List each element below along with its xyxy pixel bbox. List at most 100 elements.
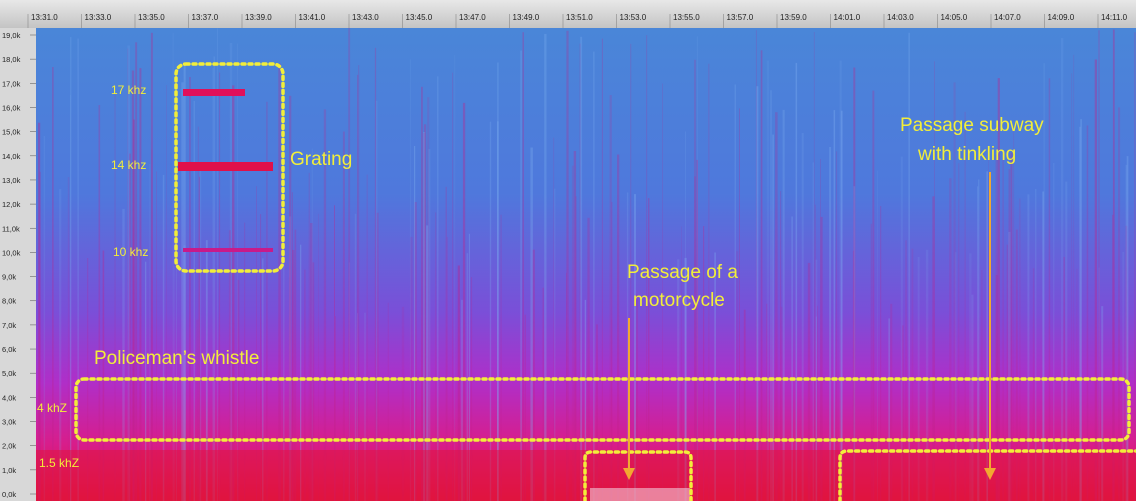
streak — [1098, 30, 1100, 501]
streak — [593, 52, 595, 501]
streak — [1071, 73, 1072, 501]
annotation: 17 khz — [111, 83, 146, 97]
band-17k — [183, 89, 245, 96]
freq-label: 17,0k — [2, 79, 21, 88]
time-label: 13:37.0 — [192, 13, 219, 22]
time-label: 13:45.0 — [406, 13, 433, 22]
freq-label: 7,0k — [2, 321, 16, 330]
time-label: 13:43.0 — [352, 13, 379, 22]
streak — [1134, 32, 1135, 501]
freq-label: 18,0k — [2, 55, 21, 64]
time-label: 13:53.0 — [620, 13, 647, 22]
streak — [1049, 78, 1051, 501]
streak — [139, 68, 141, 501]
freq-label: 19,0k — [2, 31, 21, 40]
annotation: with tinkling — [917, 144, 1016, 165]
streak — [820, 159, 821, 501]
time-label: 13:49.0 — [513, 13, 540, 22]
freq-label: 15,0k — [2, 128, 21, 137]
streak — [523, 32, 524, 501]
time-label: 13:41.0 — [299, 13, 326, 22]
streak — [1079, 127, 1081, 501]
streak — [184, 64, 186, 501]
freq-label: 16,0k — [2, 103, 21, 112]
motorcycle-noise — [590, 488, 690, 501]
streak — [520, 51, 522, 501]
time-label: 13:31.0 — [31, 13, 58, 22]
freq-label: 4,0k — [2, 393, 16, 402]
time-label: 13:51.0 — [566, 13, 593, 22]
streak — [133, 120, 135, 501]
band-10k — [183, 248, 273, 252]
annotation: Passage subway — [900, 115, 1044, 136]
freq-label: 10,0k — [2, 248, 21, 257]
streak — [767, 61, 769, 501]
streak — [1087, 126, 1089, 501]
streak — [1073, 55, 1074, 501]
streak — [219, 73, 220, 501]
time-label: 13:35.0 — [138, 13, 165, 22]
time-label: 13:57.0 — [727, 13, 754, 22]
streak — [278, 64, 281, 501]
streak — [802, 133, 804, 501]
freq-label: 13,0k — [2, 176, 21, 185]
streak — [783, 110, 785, 501]
streak — [602, 39, 603, 501]
time-label: 13:39.0 — [245, 13, 272, 22]
streak — [574, 151, 576, 501]
freq-label: 5,0k — [2, 369, 16, 378]
streak — [553, 138, 554, 501]
streak — [44, 136, 45, 501]
streak — [772, 135, 774, 501]
streak — [1118, 107, 1120, 501]
streak — [530, 148, 533, 501]
streak — [566, 31, 568, 501]
streak — [135, 42, 137, 501]
streak — [348, 28, 350, 501]
streak — [1095, 60, 1097, 501]
freq-label: 1,0k — [2, 466, 16, 475]
streak — [998, 78, 1000, 501]
streak — [965, 112, 966, 501]
frequency-ruler — [0, 28, 36, 501]
streak — [173, 33, 174, 501]
streak — [1061, 38, 1063, 501]
time-label: 14:11.0 — [1101, 13, 1128, 22]
streak — [814, 32, 815, 501]
streak — [840, 61, 842, 501]
streak — [358, 65, 359, 501]
band-14k — [178, 162, 273, 171]
annotation: Passage of a — [627, 262, 738, 283]
time-label: 13:47.0 — [459, 13, 486, 22]
annotation: 4 khZ — [37, 401, 67, 415]
streak — [237, 44, 238, 501]
streak — [1011, 153, 1013, 501]
time-label: 14:01.0 — [834, 13, 861, 22]
annotation: Policeman’s whistle — [94, 348, 259, 369]
streak — [617, 155, 619, 501]
streak — [151, 33, 153, 501]
streak — [836, 151, 837, 501]
streak — [1013, 131, 1014, 501]
streak — [909, 33, 910, 501]
time-label: 14:03.0 — [887, 13, 914, 22]
streak — [52, 67, 54, 501]
annotation: 1.5 khZ — [39, 456, 79, 470]
streak — [181, 82, 183, 501]
annotation: Grating — [290, 149, 352, 170]
streak — [217, 28, 218, 501]
streak — [490, 122, 491, 501]
streak — [343, 132, 345, 501]
spectrogram-view: 13:31.013:33.013:35.013:37.013:39.013:41… — [0, 0, 1136, 501]
streak — [544, 34, 546, 501]
streak — [423, 132, 425, 501]
streak — [452, 73, 453, 501]
time-label: 13:55.0 — [673, 13, 700, 22]
freq-label: 11,0k — [2, 224, 20, 233]
freq-label: 0,0k — [2, 490, 16, 499]
streak — [375, 48, 376, 501]
time-label: 13:59.0 — [780, 13, 807, 22]
streak — [454, 55, 455, 501]
freq-label: 9,0k — [2, 273, 16, 282]
time-label: 14:09.0 — [1048, 13, 1075, 22]
